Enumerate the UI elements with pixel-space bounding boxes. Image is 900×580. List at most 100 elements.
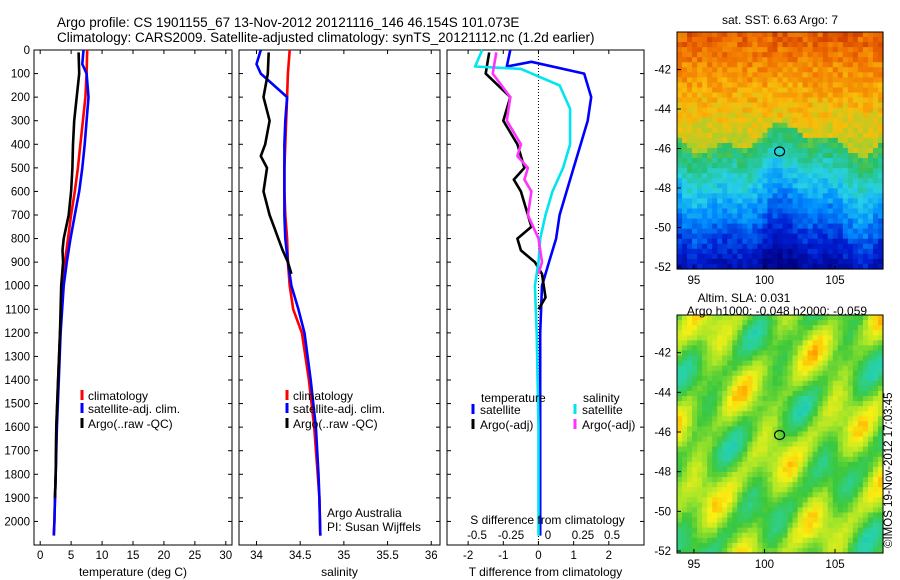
x-tick-label: -2 — [463, 550, 473, 562]
y-tick-label: -50 — [654, 506, 671, 518]
map-sst_map: 95 100 105 -42 -44 -46 -48 -50 -52 sat. SST: 6.63… — [654, 13, 884, 287]
x-axis-label: T difference from climatology — [469, 565, 623, 579]
legend-label: Argo(-adj) — [582, 418, 635, 432]
y-tick-label: 1400 — [4, 375, 30, 387]
y-tick-label: -52 — [654, 546, 671, 558]
x-tick-label: 36 — [425, 550, 438, 562]
y-tick-label: 600 — [11, 186, 30, 198]
x-tick-label: 34 — [250, 550, 263, 562]
y-tick-label: 1900 — [4, 493, 30, 505]
legend-label: climatology — [293, 389, 353, 403]
plot-frame — [238, 49, 441, 546]
annotation: Argo Australia — [327, 506, 402, 520]
panel-salinity: 34 34.5 35 35.5 36 salinity climatologysatelli… — [238, 49, 441, 579]
x-tick-label: 0 — [37, 550, 43, 562]
legend-label: satellite — [480, 403, 521, 417]
y-tick-label: -44 — [654, 387, 671, 399]
s-tick-label: 0.25 — [572, 530, 594, 542]
x-tick-label: 100 — [755, 275, 774, 287]
argo-marker — [773, 146, 786, 157]
side-label: ©IMOS 19-Nov-2012 17:03:45 — [883, 392, 895, 548]
top-axis-label: S difference from climatology — [470, 513, 625, 527]
y-tick-label: 0 — [24, 45, 30, 57]
x-tick-label: 105 — [825, 275, 844, 287]
legend-label: satellite-adj. clim. — [88, 402, 180, 416]
y-tick-label: 900 — [11, 257, 30, 269]
y-tick-label: -46 — [654, 144, 671, 156]
map-title: Altim. SLA: 0.031 — [698, 291, 791, 305]
x-tick-label: 30 — [219, 550, 232, 562]
series-line-satellite — [473, 49, 572, 536]
x-tick-label: 34.5 — [289, 550, 311, 562]
x-tick-label: 105 — [825, 559, 844, 571]
s-tick-label: 0 — [545, 530, 551, 542]
y-tick-label: 300 — [11, 116, 30, 128]
x-tick-label: 95 — [688, 559, 701, 571]
x-tick-label: 25 — [188, 550, 201, 562]
map-frame — [676, 314, 884, 554]
legend-label: climatology — [88, 389, 148, 403]
series-line-argorawqc — [259, 52, 293, 275]
argo-marker — [773, 429, 786, 441]
y-tick-label: -50 — [654, 223, 671, 235]
title-line-1: Argo profile: CS 1901155_67 13-Nov-2012 … — [57, 15, 519, 30]
heatmap-cells — [677, 315, 884, 554]
x-tick-label: -1 — [498, 550, 508, 562]
panel-difference: -2 -1 0 1 2 T difference from climatology temp… — [446, 49, 645, 579]
y-tick-label: 1200 — [4, 328, 30, 340]
y-tick-label: -44 — [654, 104, 671, 116]
legend-label: satellite — [582, 403, 623, 417]
y-tick-label: 1700 — [4, 446, 30, 458]
heatmap-cells — [677, 32, 884, 270]
x-tick-label: 15 — [127, 550, 140, 562]
y-tick-label: 400 — [11, 139, 30, 151]
x-tick-label: 35.5 — [376, 550, 398, 562]
legend-label: Argo(..raw -QC) — [293, 417, 378, 431]
y-tick-label: -42 — [654, 65, 671, 77]
y-tick-label: 200 — [11, 92, 30, 104]
x-tick-label: 0 — [535, 550, 541, 562]
s-tick-label: 0.5 — [604, 530, 620, 542]
y-tick-label: 1500 — [4, 399, 30, 411]
x-tick-label: 35 — [337, 550, 350, 562]
y-tick-label: -52 — [654, 262, 671, 274]
y-tick-label: -46 — [654, 427, 671, 439]
legend-label: Argo(..raw -QC) — [88, 417, 173, 431]
series-line-satellite — [505, 49, 593, 536]
x-tick-label: 2 — [606, 550, 612, 562]
x-tick-label: 1 — [570, 550, 576, 562]
s-tick-label: -0.25 — [498, 530, 524, 542]
y-tick-label: -42 — [654, 348, 671, 360]
x-axis-label: temperature (deg C) — [79, 565, 187, 579]
y-tick-label: 100 — [11, 69, 30, 81]
plot-frame — [33, 49, 233, 546]
y-tick-label: 800 — [11, 234, 30, 246]
y-tick-label: 1300 — [4, 351, 30, 363]
series-line-satelliteadjclim — [255, 49, 322, 536]
y-tick-label: 1800 — [4, 469, 30, 481]
map-frame — [676, 31, 884, 270]
legend-label: Argo(-adj) — [480, 418, 533, 432]
series-line-argorawqc — [53, 52, 81, 498]
x-tick-label: 95 — [688, 275, 701, 287]
y-tick-label: 500 — [11, 163, 30, 175]
x-axis-label: salinity — [321, 565, 358, 579]
y-tick-label: 2000 — [4, 516, 30, 528]
x-tick-label: 100 — [755, 559, 774, 571]
x-tick-label: 5 — [68, 550, 74, 562]
series-line-argoadj — [491, 52, 544, 275]
title-line-2: Climatology: CARS2009. Satellite-adjuste… — [57, 30, 595, 45]
annotation: PI: Susan Wijffels — [327, 520, 421, 534]
x-tick-label: 10 — [96, 550, 109, 562]
s-tick-label: -0.5 — [467, 530, 487, 542]
panel-temperature: 0 5 10 15 20 25 300100200300400500600700800900… — [4, 45, 233, 579]
y-tick-label: 1100 — [5, 304, 30, 316]
y-tick-label: 700 — [11, 210, 30, 222]
y-tick-label: 1000 — [4, 281, 30, 293]
y-tick-label: -48 — [654, 467, 671, 479]
map-subtitle: Argo h1000: -0.048 h2000: -0.059 — [687, 304, 867, 318]
map-title: sat. SST: 6.63 Argo: 7 — [722, 13, 838, 27]
legend-label: satellite-adj. clim. — [293, 402, 385, 416]
legend-title: temperature — [481, 391, 546, 405]
